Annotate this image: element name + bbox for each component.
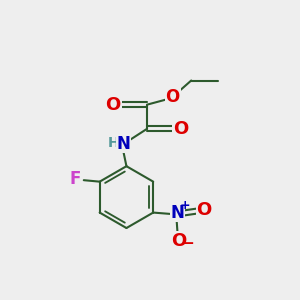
Text: O: O: [166, 88, 180, 106]
Text: N: N: [171, 204, 184, 222]
Text: F: F: [69, 170, 81, 188]
Text: O: O: [173, 120, 188, 138]
Text: O: O: [172, 232, 187, 250]
Text: N: N: [117, 134, 130, 152]
Text: +: +: [180, 199, 190, 212]
Text: O: O: [196, 201, 212, 219]
Text: −: −: [182, 236, 194, 251]
Text: H: H: [108, 136, 120, 150]
Text: O: O: [106, 96, 121, 114]
